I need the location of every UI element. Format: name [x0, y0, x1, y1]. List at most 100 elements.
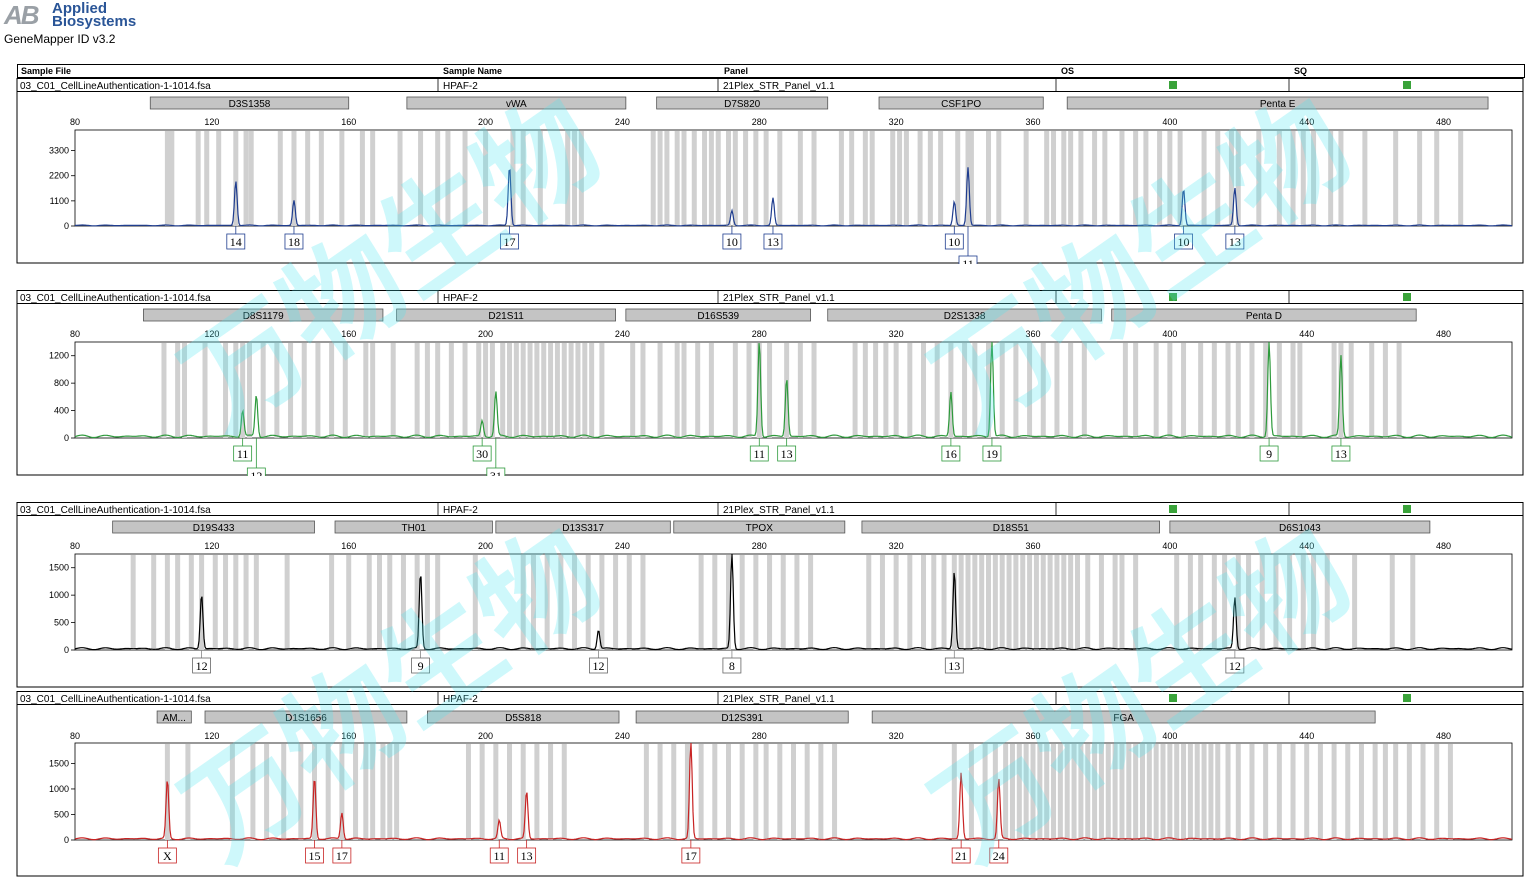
allele-call[interactable]: 12 [246, 438, 266, 476]
x-tick-label: 80 [70, 329, 80, 339]
allele-bin [363, 343, 369, 438]
allele-call[interactable]: 24 [989, 840, 1009, 864]
marker-bar [143, 308, 384, 322]
allele-call[interactable]: 13 [517, 840, 537, 864]
allele-call[interactable]: 17 [500, 226, 519, 250]
allele-call[interactable]: 10 [722, 226, 742, 250]
allele-bin [927, 131, 933, 226]
marker-d6s1043[interactable]: D6S1043 [1169, 520, 1431, 534]
marker-d18s51[interactable]: D18S51 [861, 520, 1160, 534]
allele-call[interactable]: 15 [305, 840, 324, 864]
marker-vwa[interactable]: vWA [406, 96, 627, 110]
allele-call[interactable]: 12 [1225, 650, 1245, 674]
marker-csf1po[interactable]: CSF1PO [878, 96, 1044, 110]
allele-call[interactable]: 12 [192, 650, 211, 674]
allele-call[interactable]: 11 [489, 840, 509, 864]
marker-am-[interactable]: AM... [156, 710, 192, 724]
allele-bin [1228, 131, 1234, 226]
marker-bar [673, 520, 846, 534]
allele-call[interactable]: 18 [284, 226, 304, 250]
x-tick-label: 440 [1299, 731, 1314, 741]
allele-bin [418, 131, 424, 226]
marker-d12s391[interactable]: D12S391 [635, 710, 849, 724]
allele-bin [811, 131, 817, 226]
allele-call[interactable]: 16 [941, 438, 961, 462]
marker-d3s1358[interactable]: D3S1358 [149, 96, 350, 110]
allele-call[interactable]: 13 [777, 438, 797, 462]
allele-call[interactable]: 17 [681, 840, 701, 864]
marker-bar [156, 710, 192, 724]
allele-bin [493, 744, 499, 840]
allele-call[interactable]: 11 [749, 438, 769, 462]
marker-d1s1656[interactable]: D1S1656 [204, 710, 408, 724]
marker-penta-d[interactable]: Penta D [1111, 308, 1417, 322]
allele-call-label: 18 [288, 235, 300, 249]
allele-bin [1215, 744, 1221, 840]
allele-bin [1105, 744, 1111, 840]
allele-bin [329, 343, 335, 438]
marker-d21s11[interactable]: D21S11 [396, 308, 616, 322]
allele-call[interactable]: 14 [226, 226, 246, 250]
marker-d13s317[interactable]: D13S317 [495, 520, 671, 534]
allele-call-box [749, 445, 769, 462]
marker-d2s1338[interactable]: D2S1338 [827, 308, 1102, 322]
x-tick-label: 480 [1436, 329, 1451, 339]
x-tick-label: 160 [341, 541, 356, 551]
allele-bin [777, 744, 783, 840]
allele-call[interactable]: 30 [472, 438, 492, 462]
marker-penta-e[interactable]: Penta E [1066, 96, 1489, 110]
allele-bin [507, 744, 513, 840]
allele-call[interactable]: 13 [763, 226, 783, 250]
allele-bin [1311, 131, 1317, 226]
y-tick-label: 1000 [49, 784, 69, 794]
allele-bin [1160, 744, 1166, 840]
allele-bin [541, 343, 547, 438]
allele-bin [1348, 343, 1354, 438]
electropherogram-panel-red[interactable]: 03_C01_CellLineAuthentication-1-1014.fsa… [0, 691, 1529, 877]
allele-call[interactable]: 31 [486, 438, 506, 476]
allele-bin [804, 744, 810, 840]
allele-bin [151, 555, 157, 650]
marker-label: D18S51 [993, 523, 1030, 534]
electropherogram-panel-green[interactable]: 03_C01_CellLineAuthentication-1-1014.fsa… [0, 290, 1529, 476]
marker-fga[interactable]: FGA [871, 710, 1376, 724]
allele-call[interactable]: 9 [1259, 438, 1279, 462]
sq-status-indicator [1403, 694, 1411, 702]
marker-d7s820[interactable]: D7S820 [656, 96, 829, 110]
x-tick-label: 360 [1025, 117, 1040, 127]
allele-call[interactable]: 13 [944, 650, 964, 674]
allele-call[interactable]: 11 [958, 226, 978, 264]
allele-call[interactable]: 13 [1225, 226, 1245, 250]
allele-call[interactable]: 10 [1174, 226, 1193, 250]
panel-name: 21Plex_STR_Panel_v1.1 [723, 505, 835, 516]
allele-call[interactable]: X [157, 840, 177, 864]
allele-call[interactable]: 13 [1331, 438, 1351, 462]
allele-bin [387, 744, 393, 840]
allele-call[interactable]: 10 [944, 226, 964, 250]
allele-bin [777, 131, 783, 226]
marker-d19s433[interactable]: D19S433 [112, 520, 315, 534]
allele-call[interactable]: 8 [722, 650, 742, 674]
allele-call[interactable]: 21 [951, 840, 971, 864]
marker-d5s818[interactable]: D5S818 [427, 710, 620, 724]
allele-call[interactable]: 19 [982, 438, 1002, 462]
allele-call[interactable]: 9 [411, 650, 430, 674]
marker-d16s539[interactable]: D16S539 [625, 308, 812, 322]
electropherogram-panel-yellow[interactable]: 03_C01_CellLineAuthentication-1-1014.fsa… [0, 502, 1529, 688]
x-tick-label: 120 [204, 117, 219, 127]
marker-tpox[interactable]: TPOX [673, 520, 846, 534]
allele-bin [681, 131, 687, 226]
allele-call[interactable]: 12 [589, 650, 608, 674]
allele-call-box [944, 233, 964, 250]
allele-bin [1345, 744, 1351, 840]
allele-call[interactable]: 11 [233, 438, 253, 462]
allele-bin [1092, 131, 1098, 226]
allele-call-box [944, 657, 964, 674]
allele-bin [1372, 744, 1378, 840]
allele-bin [424, 343, 430, 438]
marker-d8s1179[interactable]: D8S1179 [143, 308, 384, 322]
electropherogram-panel-blue[interactable]: 03_C01_CellLineAuthentication-1-1014.fsa… [0, 78, 1529, 264]
marker-th01[interactable]: TH01 [334, 520, 493, 534]
allele-bin [873, 343, 879, 438]
allele-call[interactable]: 17 [332, 840, 352, 864]
